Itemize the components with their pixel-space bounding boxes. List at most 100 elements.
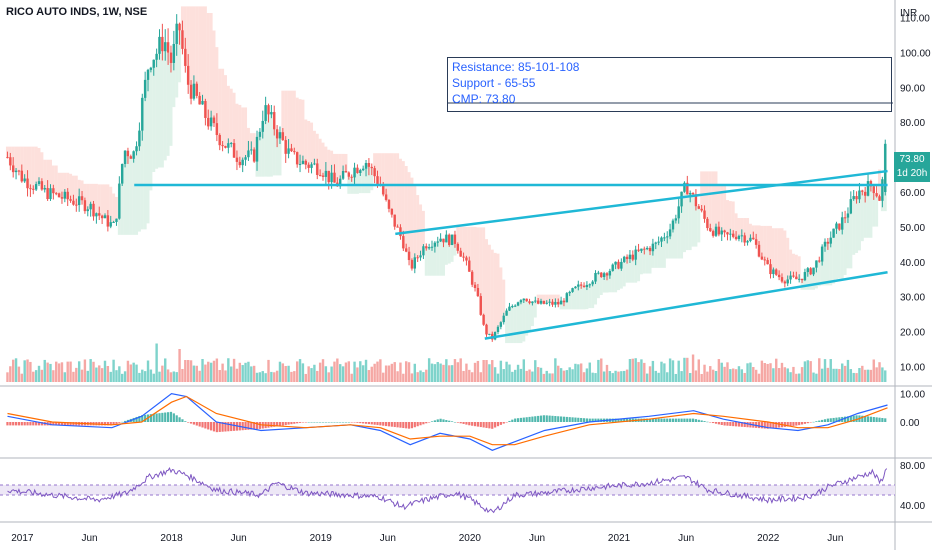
candle-body xyxy=(654,242,657,244)
volume-bar xyxy=(508,364,511,382)
candle-body xyxy=(164,42,167,52)
volume-bar xyxy=(511,371,514,382)
candle-body xyxy=(826,241,830,244)
candle-body xyxy=(757,244,761,257)
volume-bar xyxy=(522,359,526,382)
volume-bar xyxy=(209,362,213,382)
volume-bar xyxy=(565,370,569,382)
volume-bar xyxy=(855,373,858,382)
candle-body xyxy=(232,143,236,158)
volume-bar xyxy=(445,359,448,382)
macd-histogram-bar xyxy=(663,418,666,422)
volume-bar xyxy=(250,366,253,382)
annotation-box[interactable]: Resistance: 85-101-108 Support - 65-55 C… xyxy=(447,57,892,112)
macd-histogram-bar xyxy=(20,422,23,426)
macd-histogram-bar xyxy=(319,422,322,423)
candle-body xyxy=(370,166,373,169)
volume-bar xyxy=(273,372,276,382)
macd-histogram-bar xyxy=(829,418,832,422)
volume-bar xyxy=(98,365,101,382)
candle-body xyxy=(448,234,451,245)
volume-bar xyxy=(591,372,594,382)
volume-bar xyxy=(178,349,181,382)
volume-bar xyxy=(528,369,531,382)
candle-body xyxy=(462,256,465,258)
volume-bar xyxy=(450,365,454,382)
candle-body xyxy=(445,234,448,243)
volume-bar xyxy=(83,359,87,382)
macd-histogram-bar xyxy=(585,418,589,422)
volume-bar xyxy=(531,371,534,382)
macd-histogram-bar xyxy=(846,416,850,422)
candle-body xyxy=(792,275,795,277)
candle-body xyxy=(668,229,672,237)
volume-bar xyxy=(577,364,580,382)
volume-bar xyxy=(683,357,686,382)
macd-histogram-bar xyxy=(628,418,632,422)
macd-histogram-bar xyxy=(545,415,548,422)
macd-histogram-bar xyxy=(617,418,620,422)
volume-bar xyxy=(379,359,382,382)
candle-body xyxy=(818,260,821,262)
macd-histogram-bar xyxy=(654,418,657,422)
macd-histogram-bar xyxy=(118,422,121,423)
volume-bar xyxy=(863,369,867,382)
macd-histogram-bar xyxy=(284,422,287,426)
volume-bar xyxy=(709,366,712,382)
volume-bar xyxy=(499,360,503,382)
volume-bar xyxy=(878,362,881,382)
volume-bar xyxy=(384,365,388,382)
volume-bar xyxy=(459,358,462,382)
volume-bar xyxy=(783,367,787,382)
macd-histogram-bar xyxy=(135,416,138,422)
candle-body xyxy=(861,190,864,192)
macd-histogram-bar xyxy=(430,421,434,422)
macd-histogram-bar xyxy=(717,422,720,425)
candle-body xyxy=(396,226,399,228)
candle-body xyxy=(660,237,663,242)
macd-histogram-bar xyxy=(723,422,726,426)
candle-body xyxy=(760,256,764,260)
volume-bar xyxy=(841,363,844,382)
candle-body xyxy=(519,300,523,303)
volume-bar xyxy=(605,364,609,382)
volume-bar xyxy=(11,359,15,382)
macd-histogram-bar xyxy=(660,418,663,422)
macd-histogram-bar xyxy=(181,419,184,422)
volume-bar xyxy=(55,361,58,382)
macd-histogram-bar xyxy=(221,422,224,432)
candle-body xyxy=(316,163,319,175)
macd-histogram-bar xyxy=(861,415,864,422)
macd-histogram-bar xyxy=(482,422,485,428)
candle-body xyxy=(63,191,67,199)
candle-body xyxy=(181,30,184,49)
volume-bar xyxy=(838,369,841,382)
volume-bar xyxy=(207,361,210,382)
volume-bar xyxy=(849,369,853,382)
macd-histogram-bar xyxy=(270,422,273,428)
volume-bar xyxy=(6,372,9,382)
candle-body xyxy=(866,181,870,196)
candle-body xyxy=(829,237,832,244)
volume-bar xyxy=(247,361,250,382)
candle-body xyxy=(201,101,204,105)
volume-bar xyxy=(468,369,471,382)
candle-body xyxy=(769,264,772,275)
macd-histogram-bar xyxy=(729,422,732,426)
volume-bar xyxy=(390,363,394,382)
macd-histogram-bar xyxy=(109,422,112,426)
candle-body xyxy=(516,302,520,306)
macd-histogram-bar xyxy=(393,422,396,428)
candle-body xyxy=(703,210,706,219)
volume-bar xyxy=(17,366,21,382)
candle-body xyxy=(318,174,322,176)
candle-body xyxy=(631,254,635,260)
candle-body xyxy=(384,194,388,200)
macd-histogram-bar xyxy=(542,415,545,422)
volume-bar xyxy=(427,358,431,382)
macd-histogram-bar xyxy=(330,422,333,423)
candle-body xyxy=(686,182,689,195)
candle-body xyxy=(361,168,365,171)
macd-histogram-bar xyxy=(614,418,617,422)
candle-body xyxy=(341,171,345,179)
